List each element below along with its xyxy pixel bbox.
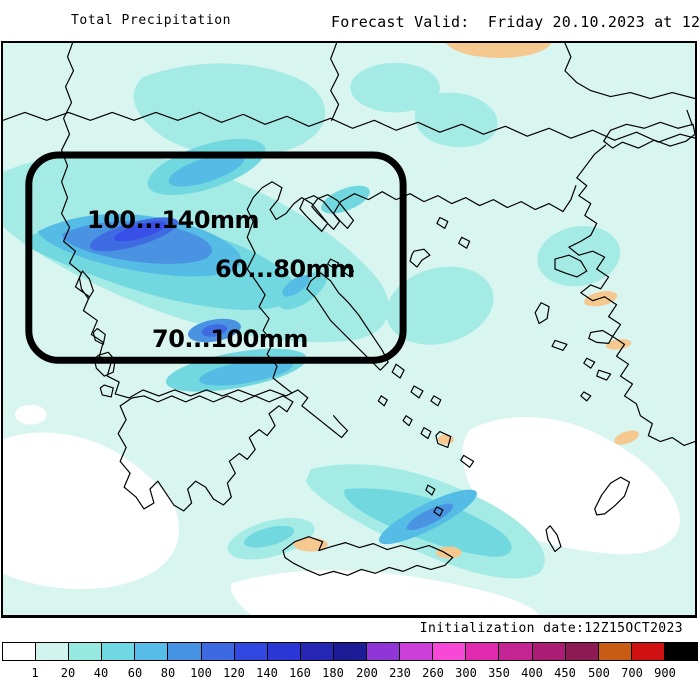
legend-cell [598, 643, 632, 660]
legend-tick-label: 700 [621, 666, 643, 680]
legend-cell [234, 643, 268, 660]
precip-shading-level-7 [114, 221, 166, 242]
legend-cell [36, 643, 70, 660]
legend-cell [201, 643, 235, 660]
legend-tick-label: 450 [554, 666, 576, 680]
legend-tick-label: 100 [190, 666, 212, 680]
legend-tick-label: 350 [488, 666, 510, 680]
legend-tick-label: 230 [389, 666, 411, 680]
initialization-date-label: Initialization date:12Z15OCT2023 [419, 621, 683, 636]
legend-cell [631, 643, 665, 660]
legend-tick-label: 60 [127, 666, 143, 680]
legend-tick-label: 40 [93, 666, 109, 680]
legend-cell [3, 643, 37, 660]
legend-tick-label: 180 [322, 666, 344, 680]
coastline-turkey-aegean [568, 177, 695, 447]
precipitation-colorbar [2, 642, 698, 661]
coastline-chalkidiki [246, 181, 355, 232]
coastline-bosporus [686, 109, 693, 125]
coastline-marmara [603, 121, 695, 149]
legend-cell [300, 643, 334, 660]
legend-tick-label: 260 [422, 666, 444, 680]
legend-tick-label: 500 [588, 666, 610, 680]
coastline-black-sea [564, 43, 695, 100]
coastline-gulf-corinth [128, 389, 349, 439]
coastline-thrace [339, 185, 577, 213]
legend-tick-label: 120 [223, 666, 245, 680]
coastline-karpathos [545, 525, 562, 553]
coastline-crete [282, 536, 454, 576]
colorbar-tick-labels: 1 20 40 60 80 100 120 140 160 180 200 23… [0, 666, 700, 682]
legend-tick-label: 300 [455, 666, 477, 680]
highlight-region-box [25, 151, 407, 364]
legend-cell [664, 643, 697, 660]
legend-tick-label: 400 [521, 666, 543, 680]
legend-tick-label: 20 [60, 666, 76, 680]
legend-cell [69, 643, 103, 660]
legend-tick-label: 200 [356, 666, 378, 680]
annotation-label-central: 60...80mm [215, 255, 355, 283]
legend-cell [532, 643, 566, 660]
border-north [3, 111, 695, 143]
annotation-label-south: 70...100mm [152, 325, 308, 353]
legend-cell [565, 643, 599, 660]
legend-cell [466, 643, 500, 660]
coastline-dodecanese-islands [580, 357, 612, 402]
precip-shading-none [3, 404, 681, 615]
legend-cell [333, 643, 368, 660]
border-branch [330, 43, 340, 121]
page-title: Total Precipitation [71, 13, 232, 28]
coastline-north-aegean-islands [327, 216, 614, 351]
precipitation-map: 100...140mm 60...80mm 70...100mm [1, 41, 697, 618]
coastlines [3, 43, 695, 576]
legend-cell [367, 643, 401, 660]
legend-tick-label: 80 [160, 666, 176, 680]
legend-tick-label: 900 [654, 666, 676, 680]
coastline-east-mainland [246, 220, 293, 394]
legend-tick-label: 160 [289, 666, 311, 680]
coastline-dardanelles [576, 144, 607, 179]
legend-cell [135, 643, 169, 660]
legend-tick-label: 1 [31, 666, 39, 680]
coastline-peloponnese [117, 395, 294, 512]
legend-cell [400, 643, 434, 660]
forecast-valid-label: Forecast Valid: Friday 20.10.2023 at 12 … [331, 13, 700, 31]
legend-cell [267, 643, 301, 660]
coastline-cyclades-islands [377, 363, 475, 517]
legend-tick-label: 140 [256, 666, 278, 680]
annotation-label-nw: 100...140mm [87, 206, 260, 234]
coastline-evia [306, 272, 389, 371]
legend-cell [168, 643, 202, 660]
legend-cell [433, 643, 467, 660]
legend-cell [102, 643, 136, 660]
legend-cell [499, 643, 533, 660]
coastline-rhodes [594, 476, 631, 516]
map-canvas [3, 43, 695, 615]
